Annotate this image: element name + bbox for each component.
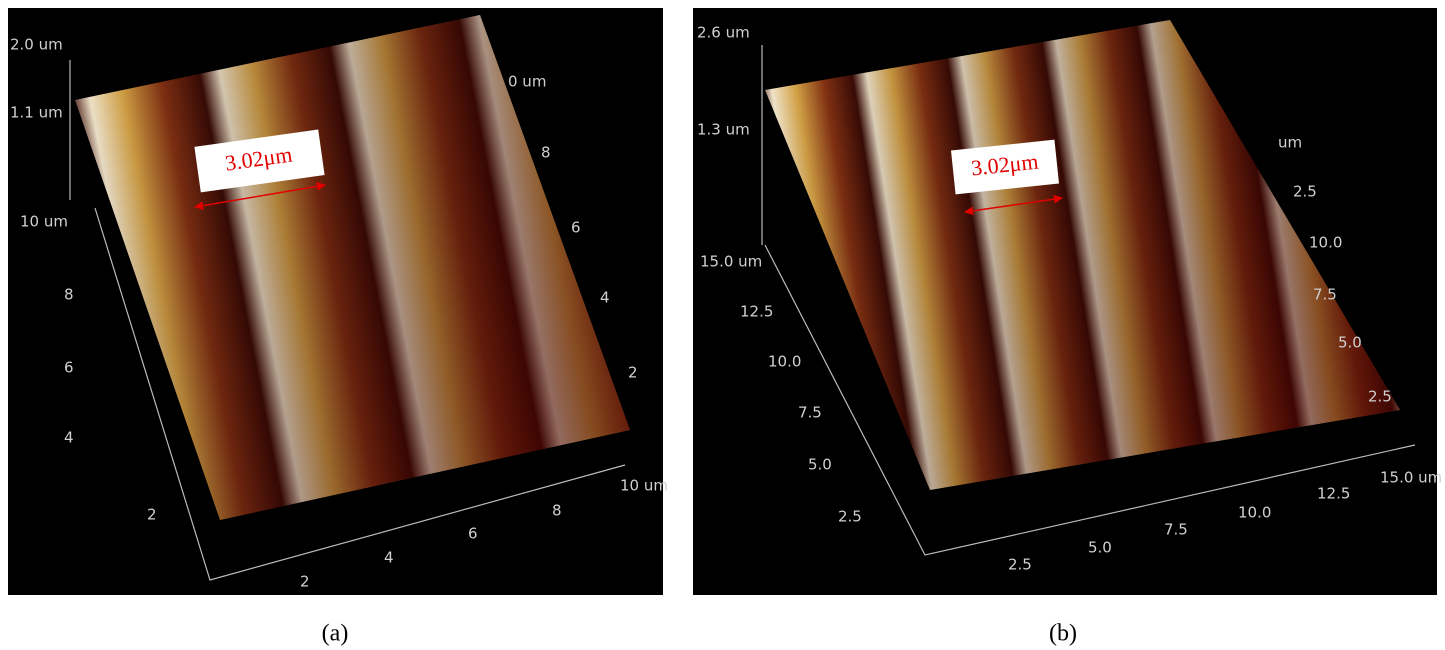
figure: 2.0 um 1.1 um 10 um 8 6 4 2 2 4 6 8 10 u… xyxy=(0,0,1445,650)
axis-label: 4 xyxy=(600,289,610,307)
axis-label: 7.5 xyxy=(1164,521,1188,539)
z-label: 1.1 um xyxy=(10,104,63,122)
axis-label: 5.0 xyxy=(1088,539,1112,557)
axis-label: 8 xyxy=(64,286,74,304)
axis-label: 10.0 xyxy=(1238,504,1271,522)
panel-a: 2.0 um 1.1 um 10 um 8 6 4 2 2 4 6 8 10 u… xyxy=(8,8,668,647)
caption: (b) xyxy=(1049,621,1077,647)
axis-label: 15.0 um xyxy=(700,253,762,271)
axis-label: 2.5 xyxy=(1008,556,1032,574)
caption: (a) xyxy=(322,621,349,647)
axis-label: 15.0 um xyxy=(1380,469,1442,487)
axis-label: 6 xyxy=(64,359,74,377)
z-label: 1.3 um xyxy=(697,121,750,139)
axis-label: 12.5 xyxy=(740,303,773,321)
axis-label: um xyxy=(1278,134,1302,152)
axis-label: 2.5 xyxy=(838,508,862,526)
z-label: 2.6 um xyxy=(697,24,750,42)
axis-label: 10.0 xyxy=(768,353,801,371)
axis-label: 2 xyxy=(147,506,157,524)
axis-label: 7.5 xyxy=(798,404,822,422)
axis-label: 6 xyxy=(571,219,581,237)
axis-label: 0 um xyxy=(508,73,546,91)
axis-label: 6 xyxy=(468,525,478,543)
axis-label: 10 um xyxy=(20,213,68,231)
panel-b: 2.6 um 1.3 um 15.0 um 12.5 10.0 7.5 5.0 … xyxy=(693,8,1442,647)
axis-label: 5.0 xyxy=(1338,334,1362,352)
z-label: 2.0 um xyxy=(10,36,63,54)
axis-label: 7.5 xyxy=(1313,286,1337,304)
axis-label: 2 xyxy=(300,573,310,591)
axis-label: 10.0 xyxy=(1309,234,1342,252)
axis-label: 8 xyxy=(541,144,551,162)
axis-label: 4 xyxy=(64,429,74,447)
axis-label: 10 um xyxy=(620,477,668,495)
axis-label: 2 xyxy=(628,364,638,382)
axis-label: 4 xyxy=(384,549,394,567)
axis-label: 12.5 xyxy=(1317,485,1350,503)
axis-label: 2.5 xyxy=(1293,183,1317,201)
axis-label: 2.5 xyxy=(1368,388,1392,406)
axis-label: 5.0 xyxy=(808,456,832,474)
axis-label: 8 xyxy=(552,502,562,520)
